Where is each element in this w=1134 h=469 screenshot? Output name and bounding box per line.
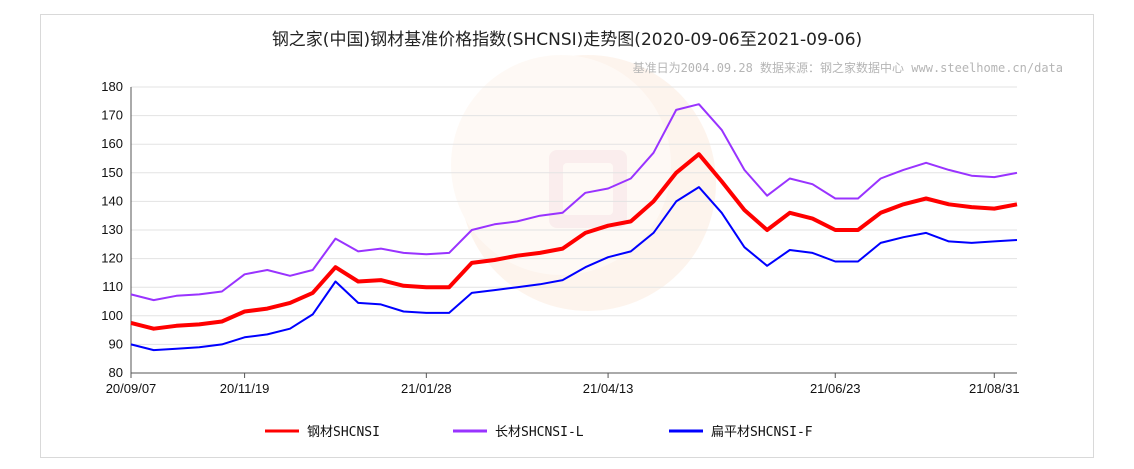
x-tick-label: 21/01/28 xyxy=(401,381,452,396)
series-line-flat xyxy=(130,186,1018,352)
y-tick-label: 180 xyxy=(101,79,123,94)
y-tick-label: 100 xyxy=(101,308,123,323)
y-axis-ticks: 80 90 100 110 120 130 140 150 160 170 180 xyxy=(101,79,123,380)
y-tick-label: 120 xyxy=(101,251,123,266)
grid-lines xyxy=(131,86,1017,374)
y-tick-label: 130 xyxy=(101,222,123,237)
series-line-long xyxy=(130,103,1018,302)
legend-item-flat: 扁平材SHCNSI-F xyxy=(669,425,813,440)
y-tick-label: 140 xyxy=(101,193,123,208)
x-axis-ticks: 20/09/07 20/11/19 21/01/28 21/04/13 21/06/23… xyxy=(106,373,1020,396)
y-tick-label: 110 xyxy=(102,279,123,294)
x-tick-label: 20/11/19 xyxy=(220,381,270,396)
watermark-logo xyxy=(451,55,716,311)
legend-label-steel: 钢材SHCNSI xyxy=(307,425,380,440)
x-tick-label: 21/08/31 xyxy=(969,381,1020,396)
series-lines xyxy=(130,103,1018,352)
legend: 钢材SHCNSI 长材SHCNSI-L 扁平材SHCNSI-F xyxy=(265,425,813,440)
chart-frame: 钢之家(中国)钢材基准价格指数(SHCNSI)走势图(2020-09-06至20… xyxy=(40,14,1094,458)
y-tick-label: 150 xyxy=(101,165,123,180)
line-chart: 钢之家(中国)钢材基准价格指数(SHCNSI)走势图(2020-09-06至20… xyxy=(101,30,1063,440)
x-tick-label: 21/04/13 xyxy=(583,381,634,396)
chart-subtitle: 基准日为2004.09.28 数据来源：钢之家数据中心 www.steelhom… xyxy=(633,60,1063,75)
y-tick-label: 160 xyxy=(101,136,123,151)
legend-label-long: 长材SHCNSI-L xyxy=(495,425,584,440)
chart-title: 钢之家(中国)钢材基准价格指数(SHCNSI)走势图(2020-09-06至20… xyxy=(272,30,862,50)
legend-item-steel: 钢材SHCNSI xyxy=(265,425,380,440)
y-tick-label: 90 xyxy=(109,336,123,351)
y-tick-label: 170 xyxy=(101,108,123,123)
x-tick-label: 20/09/07 xyxy=(106,381,157,396)
x-tick-label: 21/06/23 xyxy=(810,381,861,396)
series-line-steel xyxy=(130,152,1018,331)
legend-label-flat: 扁平材SHCNSI-F xyxy=(711,425,813,440)
legend-item-long: 长材SHCNSI-L xyxy=(453,425,584,440)
y-tick-label: 80 xyxy=(109,365,123,380)
